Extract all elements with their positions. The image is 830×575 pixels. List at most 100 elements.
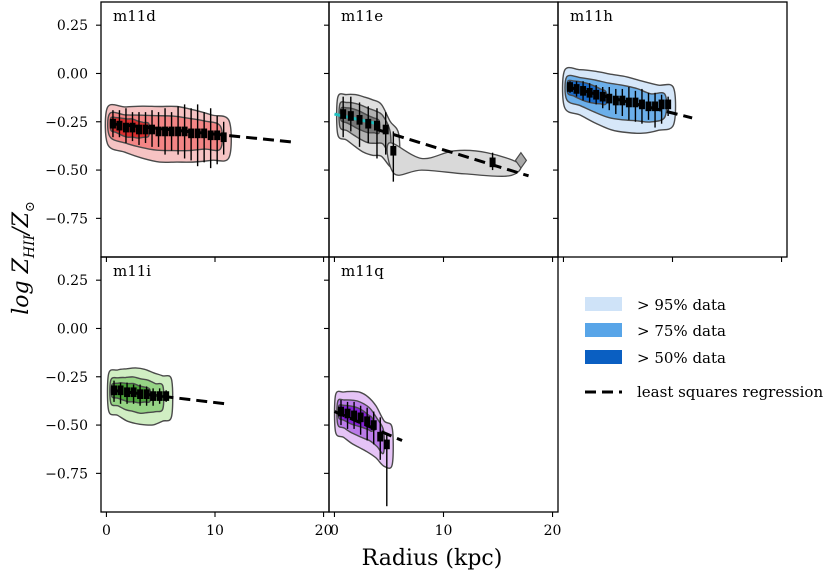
data-point [364, 416, 371, 427]
panel-frame [557, 1, 788, 258]
panel-title: m11h [570, 7, 613, 25]
data-point [117, 385, 124, 396]
data-point [356, 115, 363, 125]
panel-frame [328, 256, 559, 513]
data-point [612, 95, 619, 106]
data-point [652, 101, 659, 112]
data-point [382, 124, 389, 135]
data-point [344, 408, 351, 419]
legend-swatch-75 [585, 323, 622, 337]
y-tick-label: 0.00 [57, 66, 88, 82]
data-point [116, 120, 123, 131]
data-point [489, 157, 496, 168]
data-point [625, 97, 632, 108]
x-tick-label: 10 [435, 523, 453, 539]
panel-title: m11q [341, 262, 384, 280]
legend-label-50: > 50% data [637, 349, 726, 367]
data-point [156, 391, 163, 401]
legend-label-regression: least squares regression [637, 383, 823, 401]
data-point [580, 86, 587, 96]
data-point [111, 385, 118, 396]
data-point [573, 84, 580, 94]
y-tick-label: −0.25 [45, 370, 88, 386]
contour-island [514, 151, 528, 170]
data-point [390, 145, 397, 156]
data-point [347, 111, 354, 121]
x-tick-label: 20 [315, 523, 333, 539]
y-tick-label: −0.25 [45, 115, 88, 131]
legend-label-75: > 75% data [637, 322, 726, 340]
y-tick-label: −0.50 [45, 163, 88, 179]
data-point [122, 122, 129, 133]
data-point [586, 87, 593, 98]
y-axis-label: log ZHII/Z⊙ [9, 201, 38, 315]
data-point [337, 406, 344, 417]
data-point [130, 387, 137, 398]
legend-label-95: > 95% data [637, 296, 726, 314]
data-point [143, 389, 150, 399]
panel-title: m11e [341, 7, 383, 25]
x-tick-label: 20 [544, 523, 562, 539]
y-tick-label: 0.25 [57, 18, 88, 34]
y-tick-label: −0.50 [45, 418, 88, 434]
data-point [214, 130, 221, 141]
data-point [665, 99, 672, 110]
data-point [619, 95, 626, 106]
data-point [142, 124, 149, 135]
data-point [340, 109, 347, 119]
regression-line [376, 128, 529, 178]
panel-m11d: −0.75 −0.50 −0.25 0.00 0.25 m11d [45, 1, 330, 262]
panel-m11i: −0.75 −0.50 −0.25 0.00 0.25 0 10 20 m11i [45, 256, 333, 539]
data-point [129, 122, 136, 133]
data-point [149, 124, 156, 135]
x-tick-label: 10 [206, 523, 224, 539]
data-point [593, 89, 600, 100]
data-point [136, 124, 142, 135]
data-point [150, 391, 157, 401]
x-axis-label: Radius (kpc) [362, 546, 503, 571]
data-point [606, 93, 613, 104]
data-point [599, 91, 606, 102]
data-point [373, 120, 380, 131]
data-point [365, 118, 372, 129]
legend-swatch-95 [585, 297, 622, 311]
legend: > 95% data > 75% data > 50% data least s… [585, 296, 823, 401]
data-point [168, 126, 175, 137]
data-point [638, 99, 645, 110]
data-point [124, 387, 131, 398]
data-point [137, 389, 144, 399]
data-point [207, 130, 214, 141]
data-point [175, 126, 182, 137]
panel-title: m11d [113, 7, 156, 25]
data-point [632, 97, 639, 108]
panel-m11e: m11e [324, 1, 559, 262]
panel-m11h: m11h [553, 1, 788, 262]
data-point [194, 128, 201, 139]
data-point [155, 126, 162, 137]
x-tick-label: 0 [330, 523, 339, 539]
data-point [181, 126, 188, 137]
data-point [109, 118, 116, 129]
data-point [163, 391, 170, 401]
data-point [658, 99, 665, 110]
data-point [162, 126, 169, 137]
legend-swatch-50 [585, 350, 622, 364]
y-tick-label: 0.00 [57, 321, 88, 337]
data-point [357, 412, 364, 423]
panel-m11q: 0 10 20 m11q [324, 256, 562, 539]
panel-title: m11i [113, 262, 151, 280]
y-tick-label: 0.25 [57, 273, 88, 289]
data-point [377, 431, 384, 442]
svg-text:log ZHII/Z⊙: log ZHII/Z⊙ [9, 201, 38, 315]
y-tick-label: −0.75 [45, 211, 88, 227]
y-tick-label: −0.75 [45, 466, 88, 482]
contour-tail [386, 142, 522, 178]
data-point [383, 439, 390, 450]
data-point [188, 128, 195, 139]
data-point [351, 410, 358, 421]
x-tick-label: 0 [102, 523, 111, 539]
data-point [370, 420, 377, 430]
data-point [645, 101, 652, 112]
data-point [201, 128, 208, 139]
